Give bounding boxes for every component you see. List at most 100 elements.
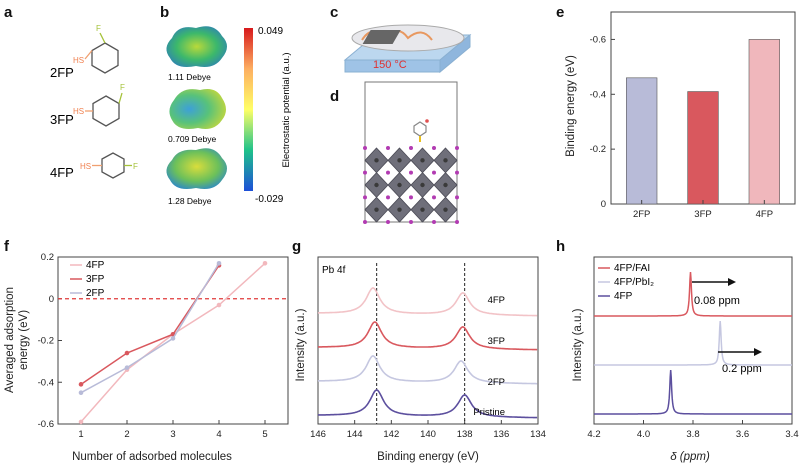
sh-bond-2fp — [84, 50, 93, 60]
f-ytick-label: -0.6 — [38, 419, 54, 430]
f-ytick-label: -0.2 — [38, 336, 54, 347]
h-legend: 4FP/FAI 4FP/PbI₂ 4FP — [598, 263, 654, 302]
g-ylabel: Intensity (a.u.) — [295, 308, 307, 381]
molecule-4fp-name: 4FP — [50, 165, 74, 180]
molecule-3fp: 3FP HS F — [50, 83, 125, 127]
fluorine-4fp: F — [133, 162, 138, 171]
iodine-atom — [363, 195, 367, 200]
panel-g: g Pb 4f Intensity (a.u.) Binding energy … — [292, 238, 546, 463]
h-xticks: 4.2 4.0 3.8 3.6 3.4 — [587, 429, 798, 440]
f-bond-3fp — [118, 92, 123, 104]
g-xlabel: Binding energy (eV) — [377, 451, 479, 463]
fluorine-3fp: F — [120, 83, 125, 92]
iodine-atom — [432, 220, 436, 224]
g-spectrum-2fp — [317, 355, 538, 385]
h-plot-area — [593, 256, 793, 425]
g-xtick-label: 144 — [347, 429, 363, 440]
dipole-3fp: 0.709 Debye — [168, 134, 216, 144]
lead-atom — [443, 182, 448, 188]
e-ytick-label: -0.6 — [590, 34, 606, 45]
lead-atom — [397, 182, 402, 188]
g-spectrum-3fp — [318, 321, 538, 351]
g-label-2fp: 2FP — [488, 377, 505, 388]
thiol-group-3fp: HS — [73, 107, 84, 116]
panel-c: c 150 °C — [330, 4, 472, 74]
e-plot-area — [610, 11, 796, 205]
iodine-atom — [386, 195, 390, 200]
e-bar-2fp — [626, 77, 658, 205]
f-xlabel: Number of adsorbed molecules — [72, 451, 232, 463]
f-point-4fp — [262, 260, 268, 266]
e-yticks: -0.6 -0.4 -0.2 0 — [590, 34, 606, 210]
iodine-atom — [455, 170, 459, 175]
panel-f-label: f — [4, 238, 10, 255]
g-xtick-label: 146 — [310, 429, 326, 440]
f-plot-area — [57, 256, 289, 425]
h-spectrum-4fp-pbi- — [594, 320, 792, 366]
f-xtick-label: 5 — [262, 429, 267, 440]
h-spectrum-4fp — [594, 369, 792, 415]
f-ytick-label: 0.2 — [41, 252, 54, 263]
h-xtick-label: 3.4 — [785, 429, 798, 440]
e-xtick-label: 4FP — [756, 209, 773, 220]
g-xticks: 146 144 142 140 138 136 134 — [310, 429, 546, 440]
g-xtick-label: 136 — [493, 429, 509, 440]
lead-atom — [443, 158, 448, 163]
iodine-atom — [455, 220, 459, 224]
e-xtick-label: 2FP — [633, 209, 650, 220]
colorbar-max: 0.049 — [258, 26, 283, 37]
panel-f: f Averaged adsorption energy (eV) Number… — [4, 238, 289, 463]
f-point-3fp — [124, 350, 130, 356]
panel-h-label: h — [556, 238, 565, 255]
iodine-atom — [432, 195, 436, 200]
h-legend-fai: 4FP/FAI — [614, 263, 650, 274]
adsorbed-ring — [413, 121, 427, 137]
f-point-3fp — [78, 382, 84, 387]
panel-e: e Binding energy (eV) -0.6 -0.4 -0.2 0 2… — [556, 4, 796, 220]
g-spectrum-pristine — [318, 389, 538, 419]
iodine-atom — [455, 195, 459, 200]
colorbar-min: -0.029 — [255, 194, 284, 205]
g-series-labels: 4FP 3FP 2FP Pristine — [473, 295, 505, 418]
f-xtick-label: 2 — [124, 429, 129, 440]
lead-atom — [397, 207, 402, 212]
e-xtick-label: 3FP — [694, 209, 711, 220]
molecule-2fp: 2FP HS F — [50, 24, 119, 80]
h-arrowhead-2 — [754, 348, 762, 356]
iodine-atom — [409, 170, 413, 175]
esp-surface-3fp — [169, 89, 226, 129]
f-yticks: 0.2 0 -0.2 -0.4 -0.6 — [38, 252, 54, 430]
f-xticks: 1 2 3 4 5 — [78, 429, 267, 440]
f-legend-3fp: 3FP — [86, 274, 105, 285]
f-legend-2fp: 2FP — [86, 288, 105, 299]
h-xtick-label: 4.0 — [637, 429, 650, 440]
perovskite-lattice — [363, 146, 459, 224]
esp-surface-2fp — [166, 26, 227, 67]
iodine-atom — [386, 220, 390, 224]
h-legend-pbi2: 4FP/PbI₂ — [614, 277, 654, 288]
lead-atom — [420, 182, 425, 188]
molecule-2fp-name: 2FP — [50, 65, 74, 80]
f-point-2fp — [78, 390, 84, 395]
g-xtick-label: 142 — [383, 429, 399, 440]
e-bar-4fp — [748, 39, 780, 205]
iodine-atom — [432, 146, 436, 150]
panel-h: h Intensity (a.u.) δ (ppm) 4FP/FAI 4FP/P… — [556, 238, 799, 463]
lead-atom — [397, 158, 402, 163]
lead-atom — [420, 158, 425, 163]
g-xtick-label: 134 — [530, 429, 546, 440]
f-xtick-label: 3 — [170, 429, 175, 440]
iodine-atom — [409, 220, 413, 224]
f-point-4fp — [78, 419, 84, 425]
f-legend-4fp: 4FP — [86, 260, 105, 271]
g-spectrum-4fp — [317, 287, 538, 317]
h-shift-label-2: 0.2 ppm — [722, 363, 762, 375]
f-point-2fp — [170, 336, 176, 341]
g-title: Pb 4f — [322, 265, 346, 276]
lead-atom — [374, 182, 379, 188]
h-annotations: 0.08 ppm 0.2 ppm — [692, 278, 762, 375]
molecule-3fp-name: 3FP — [50, 112, 74, 127]
h-spectrum-4fp-fai — [594, 271, 792, 317]
f-point-2fp — [216, 260, 222, 266]
panel-e-label: e — [556, 4, 564, 21]
